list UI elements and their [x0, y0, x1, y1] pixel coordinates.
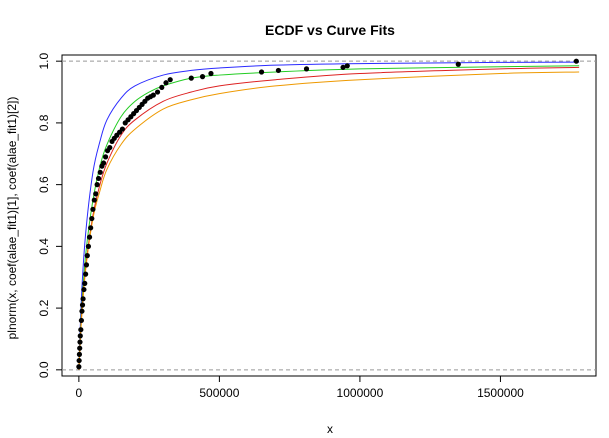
fit-curve-0 — [78, 61, 580, 370]
ecdf-point — [258, 69, 265, 75]
ecdf-point — [275, 67, 282, 74]
ecdf-point — [82, 280, 88, 287]
ecdf-point — [84, 253, 90, 259]
ecdf-point — [159, 84, 165, 91]
y-tick-label-0: 0.0 — [37, 361, 51, 378]
x-tick-label-1: 500000 — [199, 386, 239, 400]
fit-curve-3 — [78, 71, 580, 370]
plot-area — [56, 54, 597, 382]
ecdf-point — [303, 66, 310, 72]
ecdf-point — [573, 58, 579, 64]
ecdf-point — [95, 175, 102, 182]
y-axis-label: plnorm(x, coef(alae_fit1)[1], coef(alae_… — [5, 97, 19, 340]
ecdf-point — [344, 63, 350, 69]
y-tick-label-1: 0.2 — [37, 299, 51, 316]
ecdf-point — [94, 182, 100, 188]
ecdf-point — [188, 75, 194, 81]
ecdf-point — [455, 61, 461, 67]
ecdf-point — [102, 154, 109, 160]
ecdf-point — [85, 243, 92, 249]
ecdf-point — [208, 70, 214, 77]
ecdf-point — [78, 327, 84, 333]
ecdf-point — [77, 333, 83, 339]
chart-title: ECDF vs Curve Fits — [265, 22, 395, 38]
ecdf-point — [163, 80, 169, 86]
ecdf-point — [100, 160, 107, 166]
ecdf-point — [83, 271, 89, 277]
x-tick-label-0: 0 — [76, 386, 83, 400]
y-tick-label-3: 0.6 — [37, 176, 51, 193]
ecdf-point — [90, 206, 96, 212]
ecdf-point — [79, 302, 86, 308]
ecdf-point — [97, 169, 103, 175]
ecdf-point — [81, 286, 87, 293]
ecdf-point — [93, 191, 99, 197]
ecdf-point — [83, 262, 90, 268]
ecdf-point — [167, 77, 173, 83]
ecdf-point — [89, 215, 95, 222]
x-tick-label-2: 1000000 — [337, 386, 384, 400]
fit-curve-1 — [78, 65, 580, 370]
fit-curve-2 — [78, 66, 580, 370]
ecdf-point — [77, 345, 83, 351]
y-tick-label-4: 0.8 — [37, 114, 51, 131]
ecdf-point — [76, 364, 82, 370]
x-axis-label: x — [327, 422, 333, 436]
ecdf-point — [119, 126, 126, 132]
ecdf-point — [88, 225, 94, 231]
ecdf-point — [150, 92, 156, 98]
ecdf-point — [76, 357, 82, 364]
ecdf-point — [76, 351, 83, 357]
ecdf-point — [79, 308, 85, 314]
ecdf-point — [78, 317, 84, 324]
ecdf-point — [91, 197, 97, 203]
ecdf-point — [77, 339, 83, 345]
x-tick-label-3: 1500000 — [477, 386, 524, 400]
ecdf-point — [199, 74, 206, 80]
y-tick-label-5: 1.0 — [37, 53, 51, 70]
ecdf-point — [80, 296, 86, 302]
plot-frame — [61, 54, 597, 377]
ecdf-point — [154, 89, 161, 95]
ecdf-point — [86, 234, 93, 240]
y-tick-label-2: 0.4 — [37, 238, 51, 255]
ecdf-point — [340, 64, 346, 70]
ecdf-point — [107, 144, 113, 151]
